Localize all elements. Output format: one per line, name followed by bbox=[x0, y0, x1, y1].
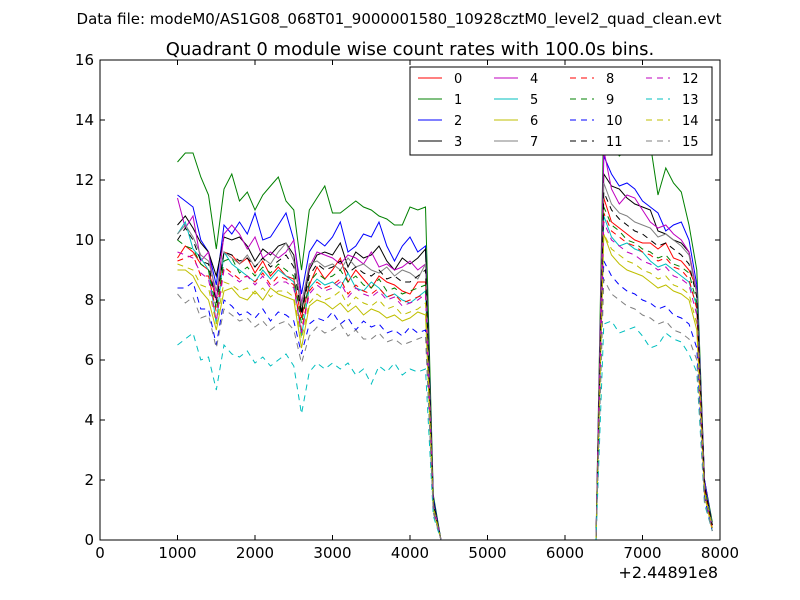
series-line-15 bbox=[177, 278, 713, 540]
series-layer bbox=[177, 113, 713, 540]
legend-label-2: 2 bbox=[454, 114, 462, 129]
x-tick-label: 3000 bbox=[313, 544, 351, 562]
legend-label-10: 10 bbox=[606, 114, 623, 129]
x-tick-label: 6000 bbox=[546, 544, 584, 562]
legend-label-6: 6 bbox=[530, 114, 538, 129]
axis-ticks: 0 1000 2000 3000 4000 5000 6000 7000 80000246810… bbox=[75, 51, 739, 562]
legend-label-4: 4 bbox=[530, 72, 538, 87]
series-line-5 bbox=[177, 215, 713, 540]
x-tick-label: 8000 bbox=[701, 544, 739, 562]
legend-label-0: 0 bbox=[454, 72, 462, 87]
series-line-0 bbox=[177, 197, 713, 540]
legend-label-3: 3 bbox=[454, 135, 462, 150]
data-file-label: Data file: modeM0/AS1G08_068T01_90000015… bbox=[77, 10, 722, 29]
series-line-6 bbox=[177, 233, 713, 540]
x-tick-label: 5000 bbox=[468, 544, 506, 562]
series-line-9 bbox=[177, 206, 713, 540]
legend-label-13: 13 bbox=[682, 93, 699, 108]
series-line-13 bbox=[177, 320, 713, 540]
legend-frame bbox=[409, 66, 713, 156]
legend-label-12: 12 bbox=[682, 72, 699, 87]
x-tick-label: 1000 bbox=[158, 544, 196, 562]
x-tick-label: 4000 bbox=[391, 544, 429, 562]
series-line-2 bbox=[177, 155, 713, 540]
series-line-4 bbox=[177, 149, 713, 540]
x-tick-label: 2000 bbox=[236, 544, 274, 562]
legend-label-7: 7 bbox=[530, 135, 538, 150]
chart-title: Quadrant 0 module wise count rates with … bbox=[166, 39, 655, 60]
x-tick-label: 0 bbox=[95, 544, 105, 562]
y-tick-label: 12 bbox=[75, 171, 94, 189]
y-tick-label: 2 bbox=[84, 471, 94, 489]
y-tick-label: 4 bbox=[84, 411, 94, 429]
series-line-3 bbox=[177, 172, 713, 540]
y-tick-label: 0 bbox=[84, 531, 94, 549]
y-tick-label: 10 bbox=[75, 231, 94, 249]
legend-label-8: 8 bbox=[606, 72, 614, 87]
legend-label-5: 5 bbox=[530, 93, 538, 108]
series-line-7 bbox=[177, 182, 713, 540]
legend-label-14: 14 bbox=[682, 114, 699, 129]
series-line-10 bbox=[177, 260, 713, 540]
y-tick-label: 16 bbox=[75, 51, 94, 69]
legend-label-9: 9 bbox=[606, 93, 614, 108]
x-axis-offset-label: +2.44891e8 bbox=[618, 563, 718, 582]
y-tick-label: 8 bbox=[84, 291, 94, 309]
series-line-8 bbox=[177, 212, 713, 540]
x-tick-label: 7000 bbox=[623, 544, 661, 562]
y-tick-label: 14 bbox=[75, 111, 94, 129]
legend-label-1: 1 bbox=[454, 93, 462, 108]
y-tick-label: 6 bbox=[84, 351, 94, 369]
series-line-14 bbox=[177, 233, 713, 540]
legend-label-15: 15 bbox=[682, 135, 699, 150]
series-line-1 bbox=[177, 113, 713, 540]
legend-label-11: 11 bbox=[606, 135, 623, 150]
